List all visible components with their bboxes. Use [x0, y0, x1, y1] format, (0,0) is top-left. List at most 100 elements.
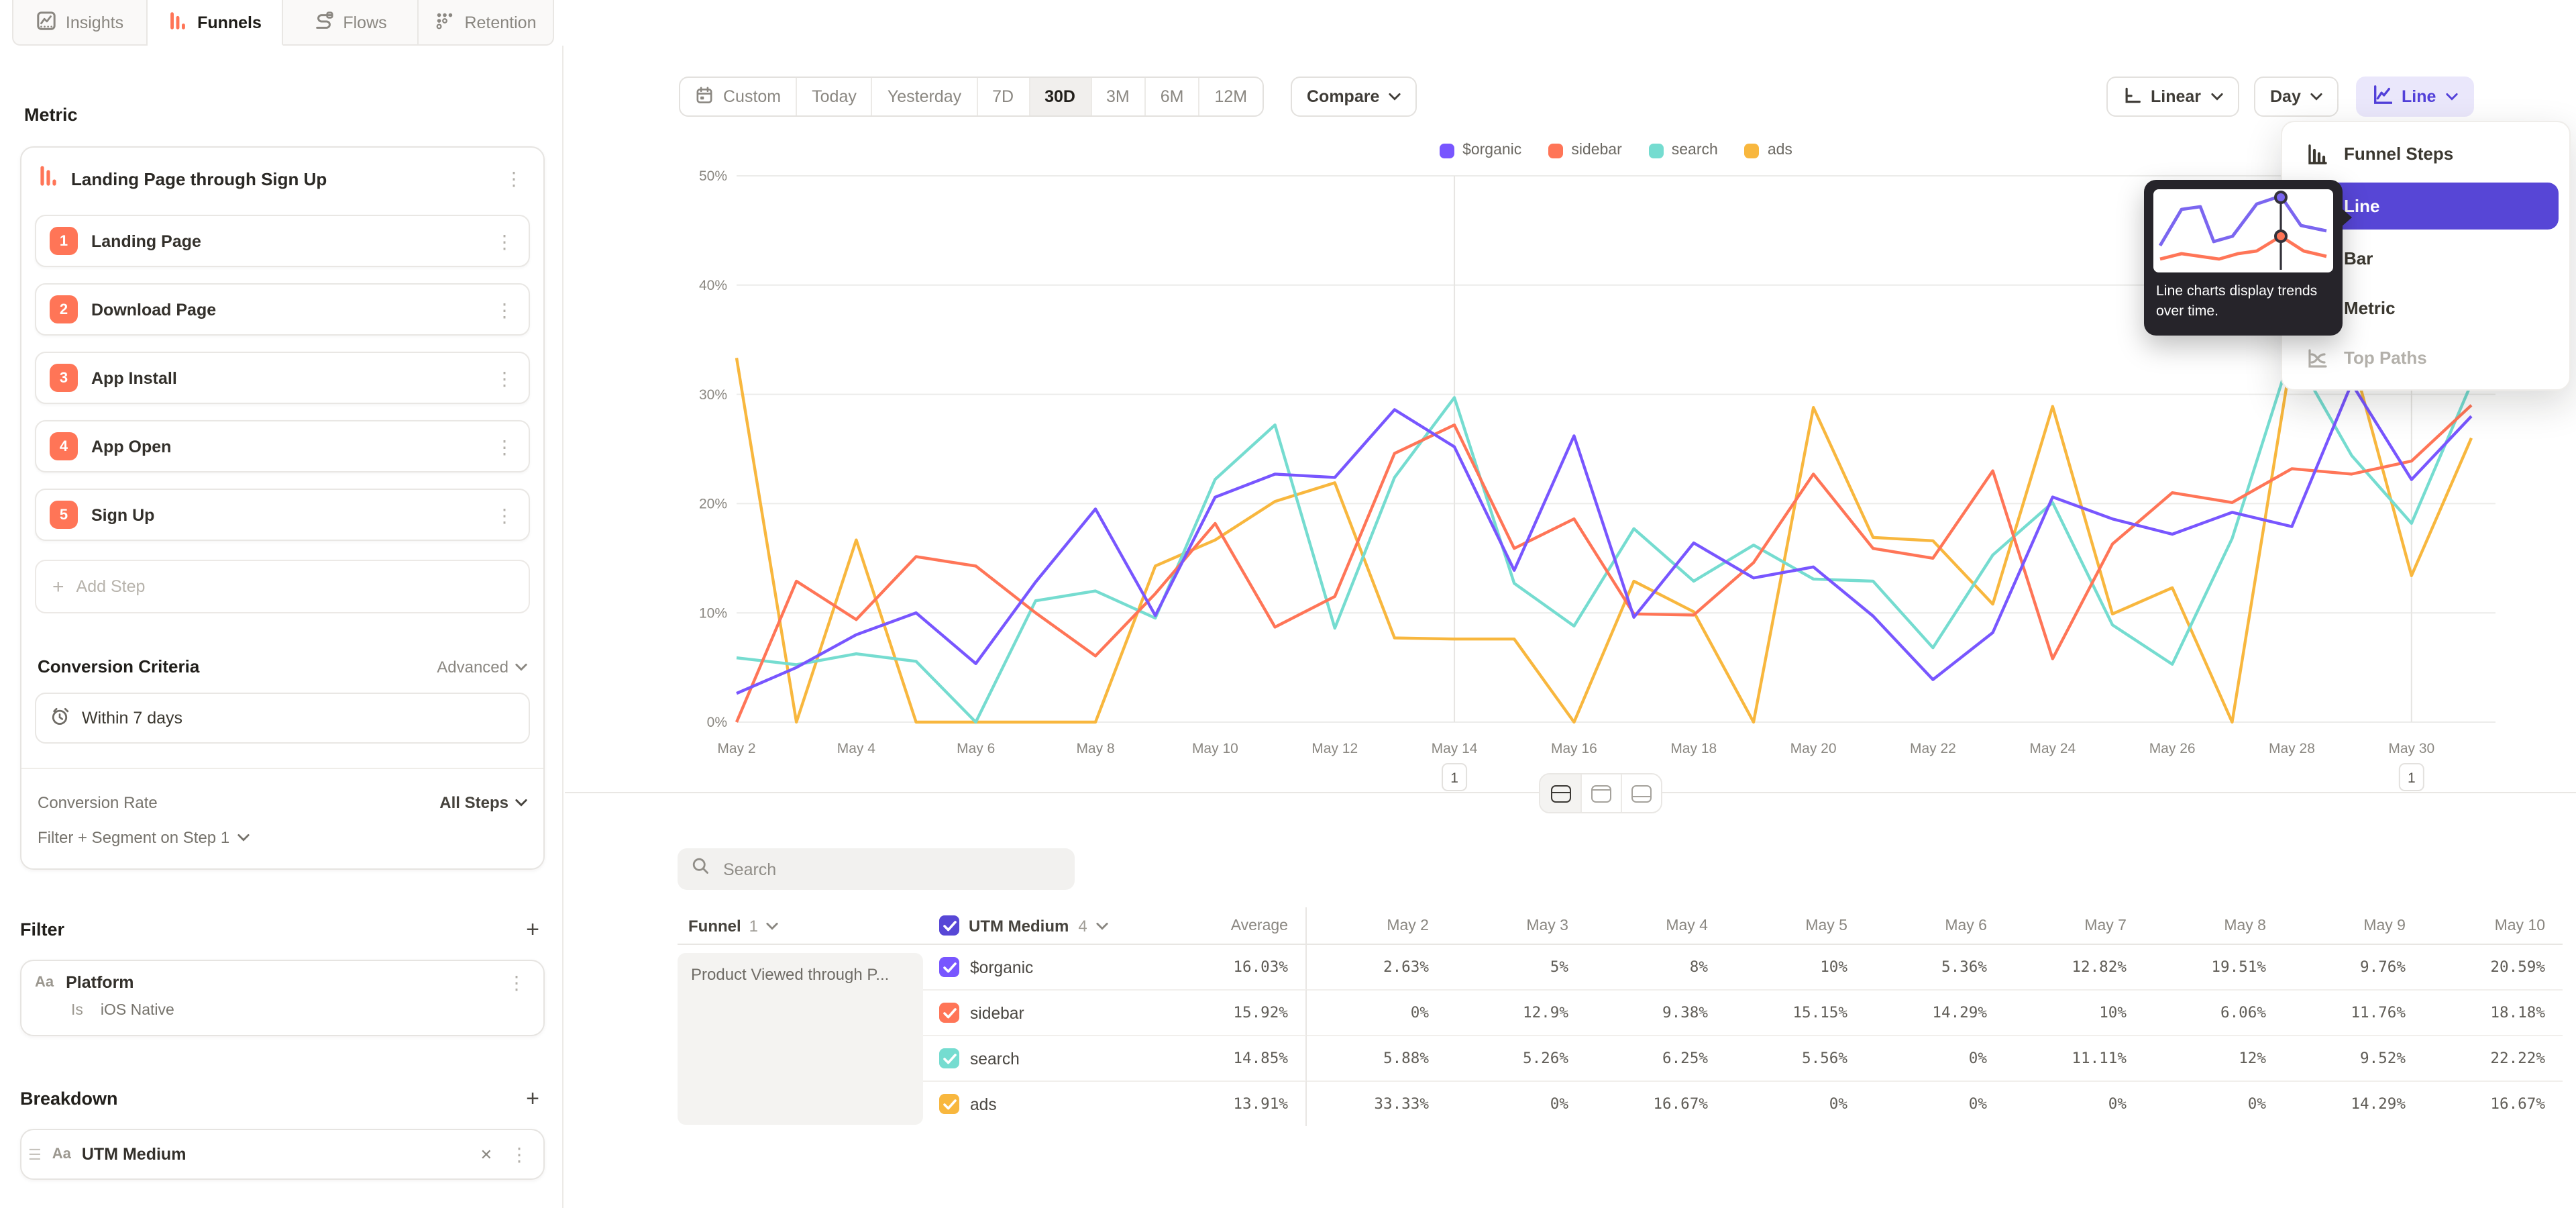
filter-segment-dropdown[interactable]: Filter + Segment on Step 1	[35, 828, 530, 847]
filter-property[interactable]: Platform	[66, 973, 491, 992]
day-column-header[interactable]: May 2	[1307, 907, 1446, 944]
day-value: 18.18%	[2423, 989, 2563, 1035]
funnel-column-header[interactable]: Funnel1	[678, 907, 939, 944]
date-range-today[interactable]: Today	[797, 78, 873, 115]
legend-swatch	[1649, 143, 1664, 158]
funnel-step[interactable]: 1Landing Page⋮	[35, 215, 530, 267]
funnel-step[interactable]: 4App Open⋮	[35, 420, 530, 472]
svg-text:May 28: May 28	[2269, 741, 2315, 756]
compare-button[interactable]: Compare	[1291, 77, 1417, 117]
date-range-yesterday[interactable]: Yesterday	[873, 78, 977, 115]
day-column-header[interactable]: May 3	[1446, 907, 1586, 944]
funnel-group-cell[interactable]: Product Viewed through P...	[678, 953, 923, 1125]
filter-operator[interactable]: Is	[71, 1003, 83, 1019]
filter-heading: Filter	[20, 919, 64, 940]
date-range-label: 7D	[992, 87, 1014, 106]
conversion-rate-dropdown[interactable]: All Steps	[439, 793, 527, 812]
kebab-menu-icon[interactable]: ⋮	[506, 1145, 533, 1164]
day-column-header[interactable]: May 8	[2144, 907, 2284, 944]
kebab-menu-icon[interactable]: ⋮	[491, 505, 518, 524]
legend-item[interactable]: search	[1649, 142, 1718, 158]
day-column-header[interactable]: May 5	[1725, 907, 1865, 944]
retention-icon	[435, 10, 455, 34]
average-value: 14.85%	[1181, 1035, 1307, 1080]
table-only-view-button[interactable]	[1621, 774, 1661, 812]
table-row-name[interactable]: ads	[939, 1080, 1181, 1126]
advanced-dropdown[interactable]: Advanced	[437, 657, 527, 676]
date-range-6m[interactable]: 6M	[1146, 78, 1200, 115]
day-column-header[interactable]: May 9	[2284, 907, 2423, 944]
menu-item-top-paths: Top Paths	[2293, 337, 2559, 379]
funnel-step[interactable]: 3App Install⋮	[35, 352, 530, 404]
metric-header[interactable]: Landing Page through Sign Up ⋮	[35, 161, 530, 196]
select-all-checkbox[interactable]	[939, 915, 959, 936]
chart-only-view-button[interactable]	[1580, 774, 1621, 812]
row-checkbox[interactable]	[939, 1048, 959, 1068]
add-step-button[interactable]: + Add Step	[35, 560, 530, 613]
series-search[interactable]	[737, 350, 2471, 722]
step-label: Sign Up	[91, 505, 478, 524]
tab-flows[interactable]: Flows	[283, 0, 419, 46]
tab-label: Insights	[66, 13, 123, 32]
date-range-12m[interactable]: 12M	[1200, 78, 1263, 115]
drag-handle-icon[interactable]: ☰	[28, 1146, 42, 1163]
svg-text:May 20: May 20	[1790, 741, 1837, 756]
date-range-custom[interactable]: Custom	[680, 78, 797, 115]
granularity-dropdown[interactable]: Day	[2254, 77, 2339, 117]
kebab-menu-icon[interactable]: ⋮	[491, 232, 518, 250]
kebab-menu-icon[interactable]: ⋮	[500, 169, 527, 188]
day-column-header[interactable]: May 7	[2004, 907, 2144, 944]
legend-item[interactable]: ads	[1745, 142, 1792, 158]
row-checkbox[interactable]	[939, 1094, 959, 1114]
add-filter-button[interactable]: +	[526, 918, 539, 941]
row-checkbox[interactable]	[939, 957, 959, 977]
kebab-menu-icon[interactable]: ⋮	[491, 437, 518, 456]
tab-retention[interactable]: Retention	[419, 0, 554, 46]
split-view-button[interactable]	[1540, 774, 1580, 812]
average-column-header[interactable]: Average	[1181, 907, 1307, 944]
tab-insights[interactable]: Insights	[12, 0, 148, 46]
breakdown-property[interactable]: UTM Medium	[82, 1145, 467, 1164]
segment-name: sidebar	[970, 1003, 1024, 1022]
day-value: 22.22%	[2423, 1035, 2563, 1080]
funnel-step[interactable]: 5Sign Up⋮	[35, 489, 530, 541]
table-row-name[interactable]: sidebar	[939, 989, 1181, 1035]
metric-heading: Metric	[24, 105, 545, 125]
y-axis-scale-dropdown[interactable]: Linear	[2106, 77, 2239, 117]
series-organic[interactable]	[737, 383, 2471, 693]
add-breakdown-button[interactable]: +	[526, 1087, 539, 1110]
kebab-menu-icon[interactable]: ⋮	[503, 973, 530, 992]
funnel-step[interactable]: 2Download Page⋮	[35, 283, 530, 336]
close-icon[interactable]: ✕	[478, 1146, 495, 1163]
day-column-header[interactable]: May 4	[1586, 907, 1725, 944]
table-row-name[interactable]: search	[939, 1035, 1181, 1080]
kebab-menu-icon[interactable]: ⋮	[491, 300, 518, 319]
legend-item[interactable]: sidebar	[1548, 142, 1621, 158]
step-number-badge: 1	[50, 227, 78, 255]
chart-type-dropdown[interactable]: Line	[2356, 77, 2473, 117]
row-checkbox[interactable]	[939, 1003, 959, 1023]
day-value: 10%	[1725, 944, 1865, 989]
search-icon	[691, 856, 710, 882]
series-ads[interactable]	[737, 354, 2471, 722]
date-range-label: Yesterday	[888, 87, 961, 106]
conversion-window-button[interactable]: Within 7 days	[35, 693, 530, 744]
menu-item-funnel-steps[interactable]: Funnel Steps	[2293, 133, 2559, 174]
app: Insights Funnels Flows Retention Metric …	[0, 0, 2576, 1208]
day-column-header[interactable]: May 6	[1865, 907, 2004, 944]
table-row-name[interactable]: $organic	[939, 944, 1181, 989]
tab-funnels[interactable]: Funnels	[148, 0, 283, 46]
calendar-icon	[695, 85, 714, 108]
filter-value[interactable]: iOS Native	[101, 1003, 174, 1019]
breakdown-column-header[interactable]: UTM Medium4	[939, 907, 1181, 944]
kebab-menu-icon[interactable]: ⋮	[491, 368, 518, 387]
legend-item[interactable]: $organic	[1440, 142, 1521, 158]
date-range-7d[interactable]: 7D	[977, 78, 1030, 115]
search-input[interactable]	[720, 858, 1061, 880]
tooltip-text: Line charts display trends over time.	[2156, 282, 2330, 321]
filter-card: Aa Platform ⋮ Is iOS Native	[20, 960, 545, 1036]
date-range-30d[interactable]: 30D	[1030, 78, 1091, 115]
svg-text:30%: 30%	[699, 387, 727, 403]
date-range-3m[interactable]: 3M	[1091, 78, 1146, 115]
day-column-header[interactable]: May 10	[2423, 907, 2563, 944]
